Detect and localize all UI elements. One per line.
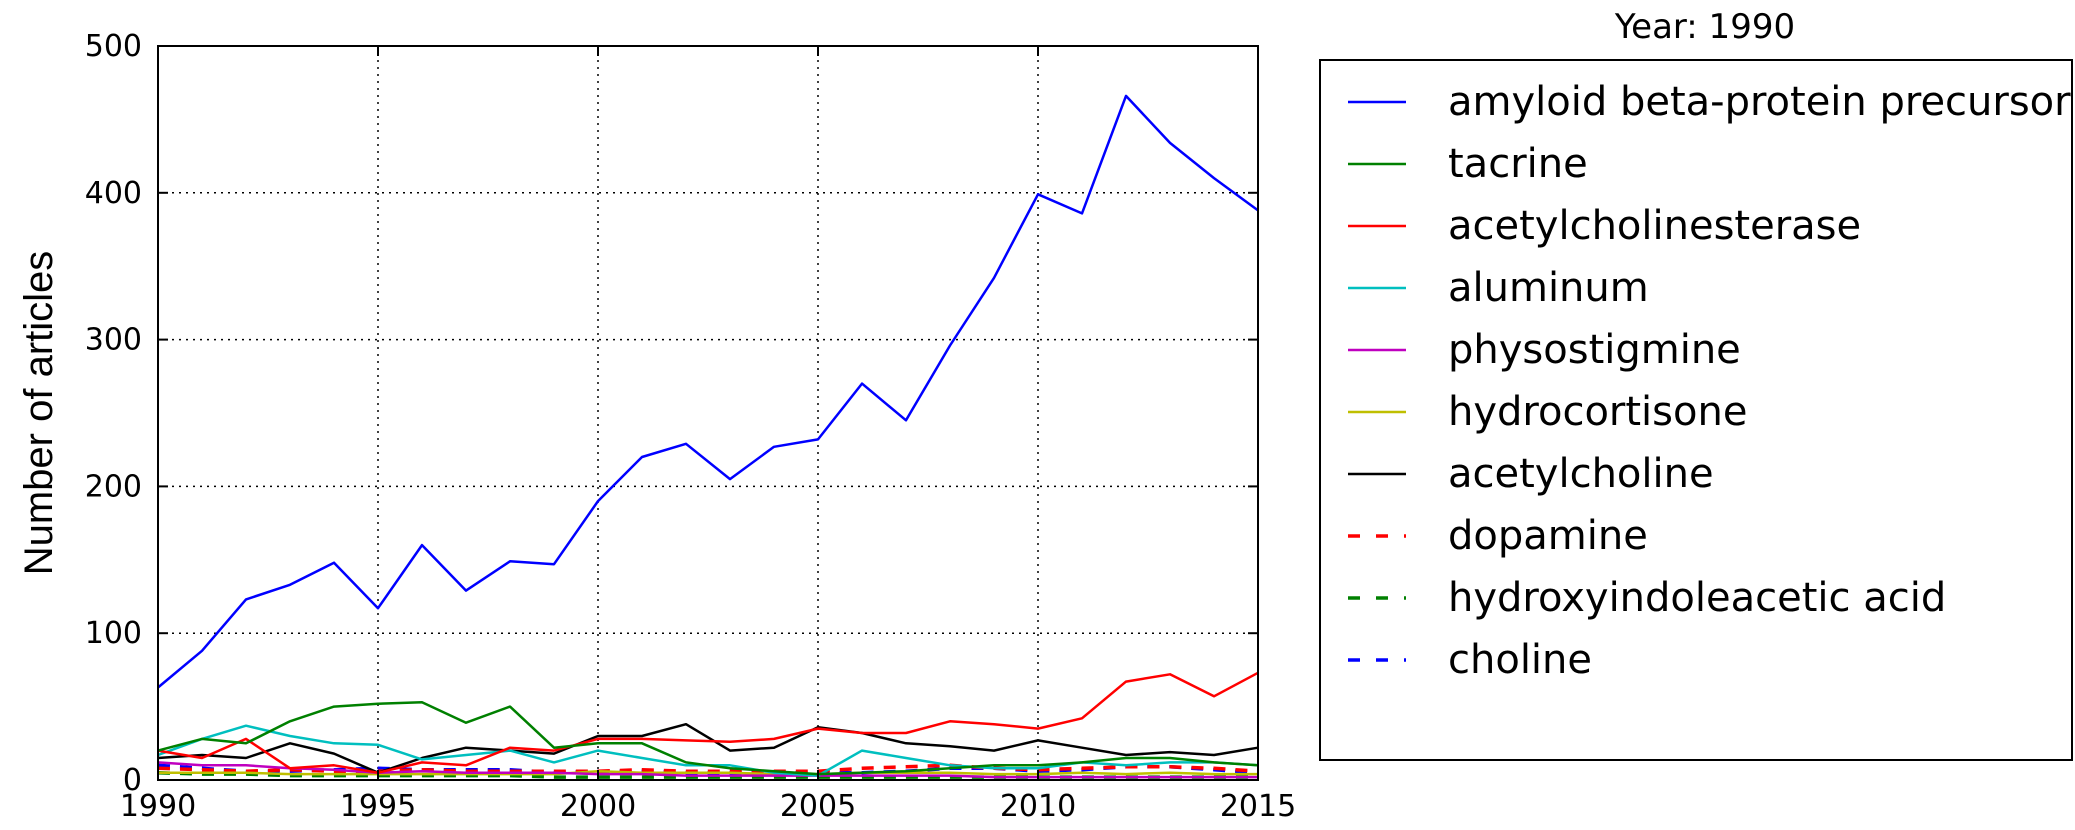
y-tick-label: 100 [85,616,142,651]
x-tick-label: 2010 [1000,789,1076,824]
legend-box [1319,59,2073,761]
axes-frame [157,45,1259,781]
legend-label-5: hydrocortisone [1448,389,1747,435]
y-tick-label: 200 [85,469,142,504]
legend-label-4: physostigmine [1448,327,1741,373]
x-tick-label: 2015 [1220,789,1296,824]
series-line-4 [157,761,1258,779]
y-tick-label: 500 [85,29,142,64]
legend-label-1: tacrine [1448,141,1588,187]
series-line-8 [157,770,1258,779]
x-tick-label: 1990 [120,789,196,824]
y-tick-label: 300 [85,323,142,358]
series-line-1 [157,700,1259,776]
legend-label-9: choline [1448,637,1592,683]
series-line-5 [158,769,1258,776]
series-line-6 [157,722,1259,774]
series-line-2 [157,671,1259,774]
y-tick-label: 400 [85,176,142,211]
legend-label-6: acetylcholine [1448,451,1714,497]
legend-label-0: amyloid beta-protein precursor [1448,79,2071,125]
y-tick-label: 0 [123,763,142,798]
series-line-0 [157,94,1259,689]
x-tick-label: 2000 [560,789,636,824]
plot-area [158,46,1258,780]
y-axis-label: Number of articles [17,251,61,576]
legend-label-2: acetylcholinesterase [1448,203,1861,249]
legend-title: Year: 1990 [1614,7,1795,47]
x-tick-label: 1995 [340,789,416,824]
legend-label-8: hydroxyindoleacetic acid [1448,575,1946,621]
legend-label-7: dopamine [1448,513,1648,559]
x-tick-label: 2005 [780,789,856,824]
legend-label-3: aluminum [1448,265,1649,311]
